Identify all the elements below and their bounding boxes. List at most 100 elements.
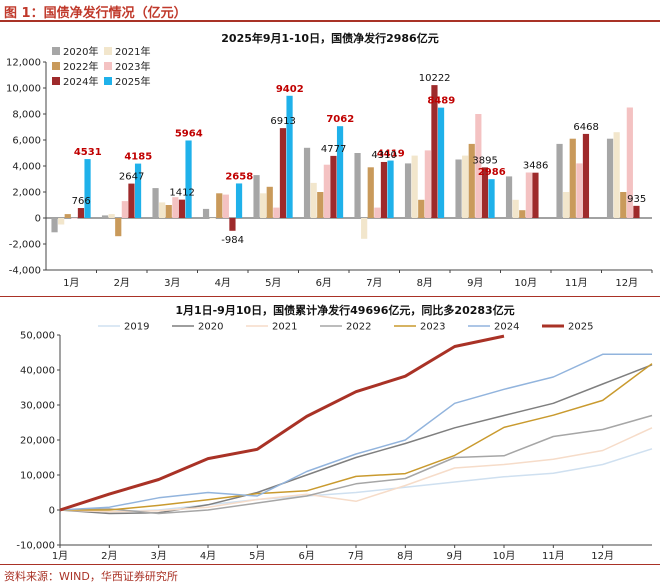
bar-2021年-11月 [563, 192, 570, 218]
bar-legend-label: 2024年 [63, 75, 98, 88]
line-legend-label: 2020 [198, 322, 223, 333]
bar-2023年-4月 [222, 194, 229, 218]
bar-2023年-2月 [121, 201, 128, 218]
line-series-2023 [60, 363, 653, 511]
figure-title: 图 1：国债净发行情况（亿元） [4, 6, 187, 21]
bar-chart-title: 2025年9月1-10日，国债净发行2986亿元 [221, 31, 438, 45]
bar-2022年-1月 [64, 214, 71, 218]
bar-y-tick-label: 6,000 [12, 136, 41, 147]
bar-data-label: 9402 [276, 84, 304, 95]
bar-x-tick-label: 6月 [316, 277, 332, 289]
bar-2025年-8月 [437, 107, 445, 218]
bar-2024年-4月 [229, 218, 236, 231]
bar-x-tick-label: 10月 [514, 277, 537, 289]
bar-2022年-3月 [165, 205, 172, 218]
bar-x-tick-label: 8月 [417, 277, 433, 289]
bar-2020年-8月 [404, 163, 412, 218]
bar-2024年-9月 [481, 167, 489, 218]
bar-data-label: 3486 [523, 161, 548, 172]
line-x-tick-label: 1月 [52, 550, 68, 562]
line-legend-label: 2021 [272, 322, 297, 333]
bar-data-label: 5964 [175, 128, 203, 139]
bar-2020年-4月 [202, 208, 210, 218]
line-legend-label: 2019 [124, 322, 149, 333]
line-x-tick-label: 8月 [397, 550, 413, 562]
bar-2022年-8月 [418, 199, 425, 218]
line-x-tick-label: 10月 [493, 550, 516, 562]
line-x-tick-label: 5月 [249, 550, 265, 562]
bar-2023年-5月 [273, 207, 280, 218]
bar-2022年-12月 [620, 192, 627, 218]
bar-data-label: 10222 [419, 73, 451, 84]
bar-2021年-10月 [512, 199, 519, 218]
line-legend-label: 2025 [568, 322, 593, 333]
bar-data-label: 7062 [326, 114, 354, 125]
bar-2024年-10月 [532, 172, 539, 218]
bar-x-tick-label: 3月 [164, 277, 180, 289]
bar-2025年-4月 [235, 183, 243, 218]
bar-2024年-3月 [178, 199, 186, 218]
bar-legend-swatch [52, 77, 60, 85]
bar-legend-swatch [104, 77, 112, 85]
line-x-tick-label: 4月 [200, 550, 216, 562]
line-x-tick-label: 9月 [446, 550, 462, 562]
bar-data-label: 4531 [74, 147, 102, 158]
bar-legend-label: 2020年 [63, 45, 98, 58]
bar-2024年-12月 [633, 205, 640, 218]
middle-rule [0, 296, 660, 297]
line-x-tick-label: 6月 [298, 550, 314, 562]
bar-y-tick-label: -4,000 [9, 266, 41, 277]
bar-2021年-7月 [361, 218, 368, 239]
bar-data-label: 8489 [427, 96, 455, 107]
bar-2025年-5月 [286, 95, 293, 218]
line-series-2022 [59, 414, 653, 515]
line-x-tick-label: 2月 [101, 550, 117, 562]
bar-2024年-6月 [330, 155, 337, 218]
bar-2023年-9月 [475, 114, 482, 218]
bar-2020年-7月 [354, 153, 361, 218]
top-rule [0, 20, 660, 22]
bar-legend-label: 2021年 [115, 45, 150, 58]
bar-x-tick-label: 12月 [615, 277, 638, 289]
bar-2025年-1月 [84, 159, 91, 218]
bar-chart: 2025年9月1-10日，国债净发行2986亿元 -4,000 -2,000 0 2,… [6, 31, 653, 289]
bar-2025年-7月 [387, 160, 394, 218]
line-y-tick-label: 40,000 [20, 366, 55, 377]
bar-y-tick-label: 4,000 [12, 162, 41, 173]
bar-2020年-9月 [455, 159, 462, 218]
bar-y-tick-label: 0 [35, 214, 41, 225]
bar-2021年-4月 [209, 218, 216, 219]
line-legend-label: 2024 [494, 322, 519, 333]
bar-x-tick-label: 1月 [63, 277, 79, 289]
bar-2021年-2月 [108, 214, 115, 218]
bar-data-label: 4777 [321, 144, 346, 155]
bar-data-label: 2658 [225, 171, 253, 182]
bar-2023年-7月 [374, 207, 381, 218]
bar-2024年-7月 [380, 161, 388, 218]
bar-2024年-11月 [582, 133, 590, 218]
bar-data-label: 935 [627, 194, 646, 205]
line-series-2025 [59, 334, 505, 512]
line-y-tick-label: 50,000 [20, 331, 55, 342]
bar-2023年-8月 [424, 150, 431, 218]
bar-data-label: 2647 [119, 172, 144, 183]
bar-2022年-7月 [367, 167, 374, 218]
bar-x-tick-label: 11月 [565, 277, 588, 289]
bar-2020年-12月 [606, 138, 614, 218]
bar-2022年-11月 [569, 138, 576, 218]
bar-2021年-6月 [310, 182, 317, 218]
line-legend-label: 2023 [420, 322, 445, 333]
bar-y-tick-label: 2,000 [12, 188, 41, 199]
line-x-tick-label: 11月 [542, 550, 565, 562]
bar-legend-label: 2023年 [115, 60, 150, 73]
bar-legend-swatch [52, 62, 60, 70]
bar-2021年-12月 [613, 132, 620, 218]
bar-2021年-5月 [260, 193, 267, 218]
bar-2020年-1月 [51, 218, 58, 233]
bar-2023年-1月 [71, 218, 78, 219]
line-y-tick-label: 10,000 [20, 471, 55, 482]
bar-2022年-6月 [317, 192, 324, 218]
bar-2023年-11月 [576, 163, 583, 218]
bar-2022年-4月 [216, 193, 223, 218]
bar-data-label: 4185 [124, 152, 152, 163]
